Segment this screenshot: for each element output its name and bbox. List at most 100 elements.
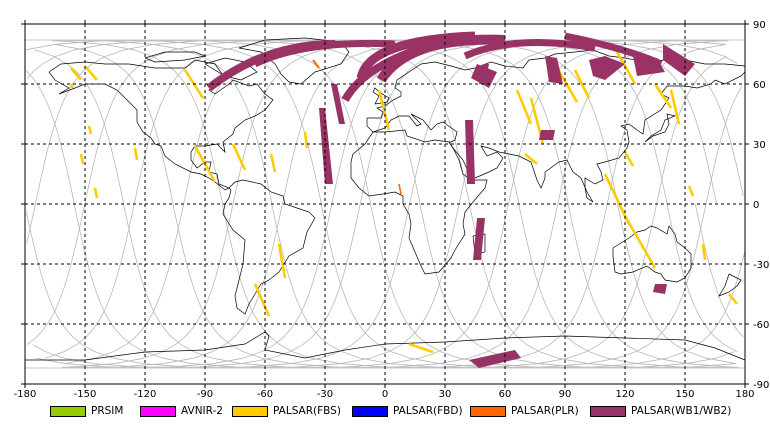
graticule xyxy=(25,24,745,384)
legend-item-prism: PRSIM xyxy=(50,404,123,418)
swath-palsar-wb xyxy=(663,44,695,76)
swath-palsar-fbs xyxy=(701,243,707,261)
lon-tick-label: 90 xyxy=(559,389,572,400)
orbit-track xyxy=(54,40,729,368)
swath-palsar-fbs xyxy=(653,83,673,109)
coastline-japan xyxy=(644,113,677,143)
coastline-australia xyxy=(612,225,692,283)
swath-palsar-fbs xyxy=(277,243,287,279)
orbit-track xyxy=(26,40,746,368)
swath-palsar-wb xyxy=(331,84,345,124)
lon-tick-label: -150 xyxy=(74,389,97,400)
lon-tick-label: -30 xyxy=(317,389,333,400)
swath-palsar-fbs xyxy=(84,65,98,81)
lon-tick-label: 30 xyxy=(439,389,452,400)
lon-tick-label: -60 xyxy=(257,389,273,400)
swath-palsar-fbs xyxy=(408,342,434,354)
swath-palsar-wb xyxy=(465,120,475,184)
coastline-africa xyxy=(350,129,488,275)
swath-palsar-fbs xyxy=(727,293,739,305)
swath-palsar-fbs xyxy=(133,147,139,161)
legend-swatch-prism xyxy=(50,405,86,417)
swath-palsar-fbs xyxy=(573,69,591,99)
swath-palsar-wb xyxy=(539,130,555,140)
swath-palsar-fbs xyxy=(623,215,657,269)
lat-tick-label: -90 xyxy=(753,380,769,391)
swath-palsar-wb xyxy=(473,218,485,260)
lat-tick-label: 90 xyxy=(753,20,766,31)
legend-item-plr: PALSAR(PLR) xyxy=(470,404,579,418)
orbit-track xyxy=(32,40,744,368)
lat-tick-label: 60 xyxy=(753,80,766,91)
legend-label-prism: PRSIM xyxy=(91,405,124,417)
swath-palsar-fbs xyxy=(69,83,75,89)
legend-label-wb: PALSAR(WB1/WB2) xyxy=(631,405,732,417)
swath-palsar-wb xyxy=(479,64,489,84)
swath-palsar-fbs xyxy=(669,89,681,125)
swath-palsar-fbs xyxy=(87,125,93,135)
legend-swatch-wb xyxy=(590,405,626,417)
coastline-new-zealand xyxy=(718,273,742,297)
legend-item-avnir: AVNIR-2 xyxy=(140,404,223,418)
orbit-track xyxy=(25,40,727,368)
orbit-track xyxy=(62,40,737,368)
swath-palsar-fbs xyxy=(524,153,538,165)
lon-tick-label: 180 xyxy=(735,389,754,400)
swath-palsar-fbs xyxy=(93,187,99,199)
lon-tick-label: 0 xyxy=(382,389,388,400)
legend-item-fbd: PALSAR(FBD) xyxy=(352,404,463,418)
lon-tick-label: 150 xyxy=(675,389,694,400)
orbit-track xyxy=(34,40,726,368)
observation-swaths xyxy=(69,31,739,368)
lat-tick-label: 30 xyxy=(753,140,766,151)
swath-palsar-wb xyxy=(653,284,667,294)
swath-palsar-fbs xyxy=(231,143,247,171)
legend-label-fbd: PALSAR(FBD) xyxy=(393,405,463,417)
legend-swatch-avnir xyxy=(140,405,176,417)
swath-palsar-wb xyxy=(376,34,506,83)
legend-label-plr: PALSAR(PLR) xyxy=(511,405,579,417)
swath-palsar-wb xyxy=(633,56,665,76)
orbit-track xyxy=(35,40,738,368)
lon-tick-label: -90 xyxy=(197,389,213,400)
lon-tick-label: 60 xyxy=(499,389,512,400)
coastline-greenland xyxy=(238,37,350,85)
legend-item-wb: PALSAR(WB1/WB2) xyxy=(590,404,731,418)
coastline-britain xyxy=(372,87,390,105)
lat-tick-label: -30 xyxy=(753,260,769,271)
swath-palsar-fbs xyxy=(623,151,635,167)
swath-palsar-wb xyxy=(545,56,563,84)
legend-swatch-plr xyxy=(470,405,506,417)
legend-label-fbs: PALSAR(FBS) xyxy=(273,405,341,417)
orbit-track xyxy=(57,40,723,368)
swath-palsar-fbs xyxy=(70,67,82,81)
swath-palsar-plr xyxy=(398,183,402,195)
swath-palsar-fbs xyxy=(687,185,695,197)
lon-tick-label: -180 xyxy=(14,389,37,400)
swath-palsar-fbs xyxy=(253,283,271,317)
swath-palsar-wb xyxy=(253,39,396,68)
swath-palsar-fbs xyxy=(269,153,277,173)
swath-palsar-fbs xyxy=(79,153,85,165)
swath-palsar-fbs xyxy=(377,89,391,131)
axis-ticks: -180 -150 -120 -90 -60 -30 0 30 60 90 120 150 180 90 6… xyxy=(14,20,769,400)
legend-swatch-fbd xyxy=(352,405,388,417)
lat-tick-label: 0 xyxy=(753,200,759,211)
swath-palsar-fbs xyxy=(603,173,631,225)
lon-tick-label: -120 xyxy=(134,389,157,400)
lat-tick-label: -60 xyxy=(753,320,769,331)
legend-item-fbs: PALSAR(FBS) xyxy=(232,404,341,418)
orbit-track xyxy=(64,40,739,368)
legend: PRSIM AVNIR-2 PALSAR(FBS) PALSAR(FBD) PA… xyxy=(0,400,770,424)
swath-palsar-wb xyxy=(319,108,333,184)
legend-label-avnir: AVNIR-2 xyxy=(181,405,223,417)
orbit-track xyxy=(68,40,733,368)
swath-palsar-wb xyxy=(589,56,625,80)
swath-palsar-fbs xyxy=(303,131,309,149)
legend-swatch-fbs xyxy=(232,405,268,417)
swath-palsar-wb xyxy=(469,350,521,368)
lon-tick-label: 120 xyxy=(615,389,634,400)
swath-palsar-fbs xyxy=(515,89,533,125)
